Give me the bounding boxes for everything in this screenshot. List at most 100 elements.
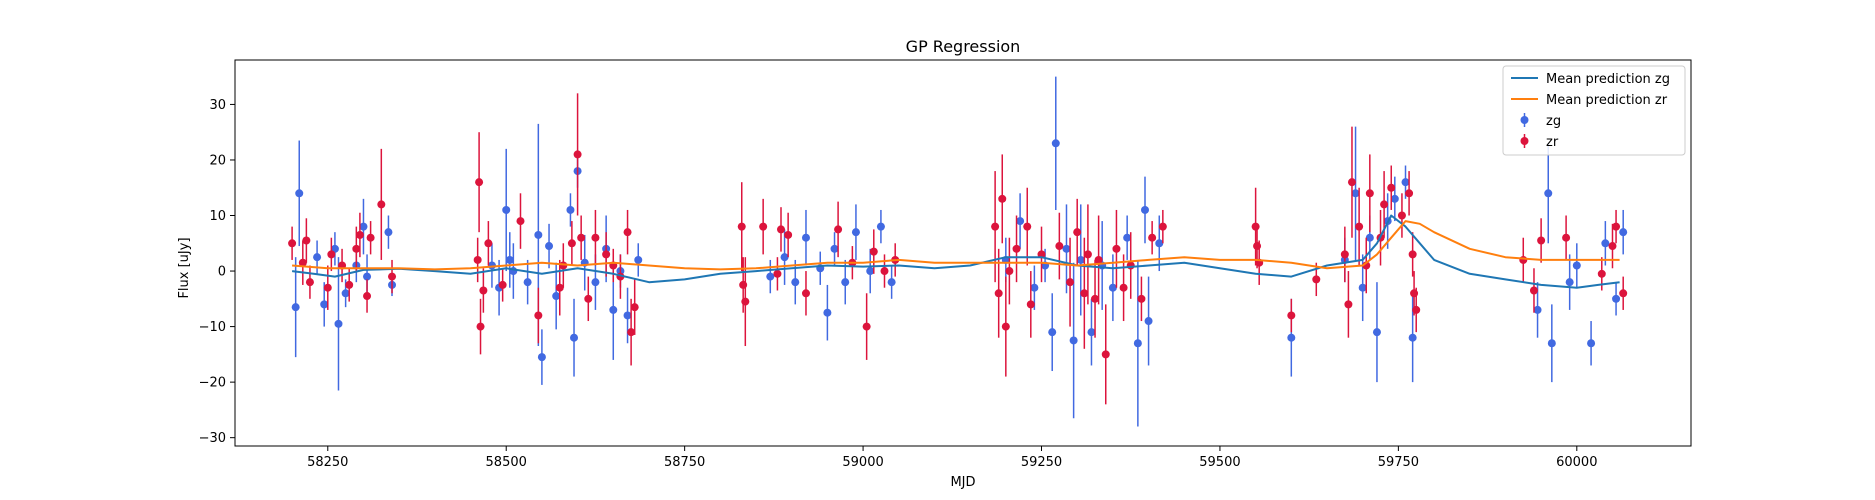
- zg-point: [801, 233, 810, 242]
- zr-point: [567, 239, 576, 248]
- zr-point: [1562, 233, 1571, 242]
- x-tick-label: 58500: [486, 455, 527, 470]
- zr-point: [1012, 244, 1021, 253]
- zr-point: [991, 222, 1000, 231]
- zg-point: [1533, 305, 1542, 314]
- legend: Mean prediction zg Mean prediction zr zg…: [1502, 65, 1686, 156]
- zr-point: [479, 286, 488, 295]
- x-tick-label: 58250: [307, 455, 348, 470]
- zr-point: [994, 289, 1003, 298]
- zg-point: [552, 292, 561, 301]
- zr-point: [759, 222, 768, 231]
- zg-point: [876, 222, 885, 231]
- zr-point: [630, 303, 639, 312]
- zr-point: [473, 255, 482, 264]
- zr-point: [1412, 305, 1421, 314]
- zg-point: [1123, 233, 1132, 242]
- plot-area-frame: [234, 59, 1692, 447]
- zr-point: [355, 230, 364, 239]
- y-tick-label: −20: [199, 376, 226, 391]
- zr-point: [352, 244, 361, 253]
- zr-point: [801, 289, 810, 298]
- zg-point: [1087, 328, 1096, 337]
- zg-point: [1048, 328, 1057, 337]
- zr-point: [388, 272, 397, 281]
- zr-point: [323, 283, 332, 292]
- zr-point: [862, 322, 871, 331]
- zg-point: [1051, 139, 1060, 148]
- zr-point: [584, 294, 593, 303]
- zg-point: [523, 278, 532, 287]
- legend-swatch-zg-marker: [1520, 116, 1529, 124]
- zg-point: [1612, 294, 1621, 303]
- zr-point: [1023, 222, 1032, 231]
- zg-point: [830, 244, 839, 253]
- zg-point: [341, 289, 350, 298]
- x-tick-label: 59250: [1021, 455, 1062, 470]
- zg-point: [1141, 205, 1149, 214]
- zg-point: [609, 305, 618, 314]
- chart-title: GP Regression: [906, 37, 1021, 56]
- mean-prediction-lines: [291, 214, 1620, 289]
- zr-point: [1119, 283, 1128, 292]
- zr-point: [834, 225, 843, 234]
- y-tick-label: −30: [199, 431, 226, 446]
- zg-point: [1016, 217, 1025, 226]
- zg-point: [1108, 283, 1117, 292]
- zr-point: [1365, 189, 1374, 198]
- zr-point: [476, 322, 485, 331]
- zr-point: [1380, 200, 1389, 209]
- zr-point: [366, 233, 375, 242]
- zg-point: [1287, 333, 1296, 342]
- zr-point: [1529, 286, 1538, 295]
- zg-point: [1401, 178, 1410, 187]
- zr-point: [534, 311, 543, 320]
- zr-point: [516, 217, 525, 226]
- x-tick-label: 60000: [1556, 455, 1597, 470]
- y-tick-label: −10: [199, 320, 226, 335]
- zr-point: [377, 200, 386, 209]
- zr-point: [1137, 294, 1146, 303]
- zg-point: [363, 272, 372, 281]
- zr-point: [1519, 255, 1528, 264]
- zg-point: [866, 267, 875, 276]
- zr-point: [1094, 255, 1103, 264]
- zr-point: [1101, 350, 1110, 359]
- zg-point: [1390, 194, 1399, 203]
- zr-point: [288, 239, 297, 248]
- zr-point: [741, 297, 750, 306]
- zg-point: [1062, 244, 1071, 253]
- zr-point: [1612, 222, 1621, 231]
- zr-point: [627, 328, 636, 337]
- zr-point: [998, 194, 1007, 203]
- zr-point: [1126, 261, 1135, 270]
- zg-point: [634, 255, 643, 264]
- legend-label-zg: zg: [1546, 114, 1561, 129]
- x-tick-label: 59750: [1378, 455, 1419, 470]
- zg-point: [1544, 189, 1553, 198]
- zr-point: [1344, 300, 1353, 309]
- zr-point: [1055, 242, 1064, 251]
- zg-point: [1133, 339, 1142, 348]
- zr-point: [1347, 178, 1356, 187]
- zg-point: [1572, 261, 1581, 270]
- zg-point: [1547, 339, 1556, 348]
- zg-point: [766, 272, 775, 281]
- zr-point: [1619, 289, 1628, 298]
- zg-point: [1601, 239, 1610, 248]
- zr-point: [1537, 236, 1546, 245]
- zr-point: [602, 250, 611, 259]
- zr-errorbar-series: [288, 93, 1628, 405]
- zg-point: [384, 228, 393, 237]
- zg-point: [791, 278, 800, 287]
- zg-point: [851, 228, 860, 237]
- zg-point: [1587, 339, 1596, 348]
- zg-point: [823, 308, 832, 317]
- zg-point: [1565, 278, 1574, 287]
- zg-point: [534, 230, 543, 239]
- zr-point: [327, 250, 336, 259]
- zg-point: [566, 205, 575, 214]
- x-tick-label: 59500: [1199, 455, 1240, 470]
